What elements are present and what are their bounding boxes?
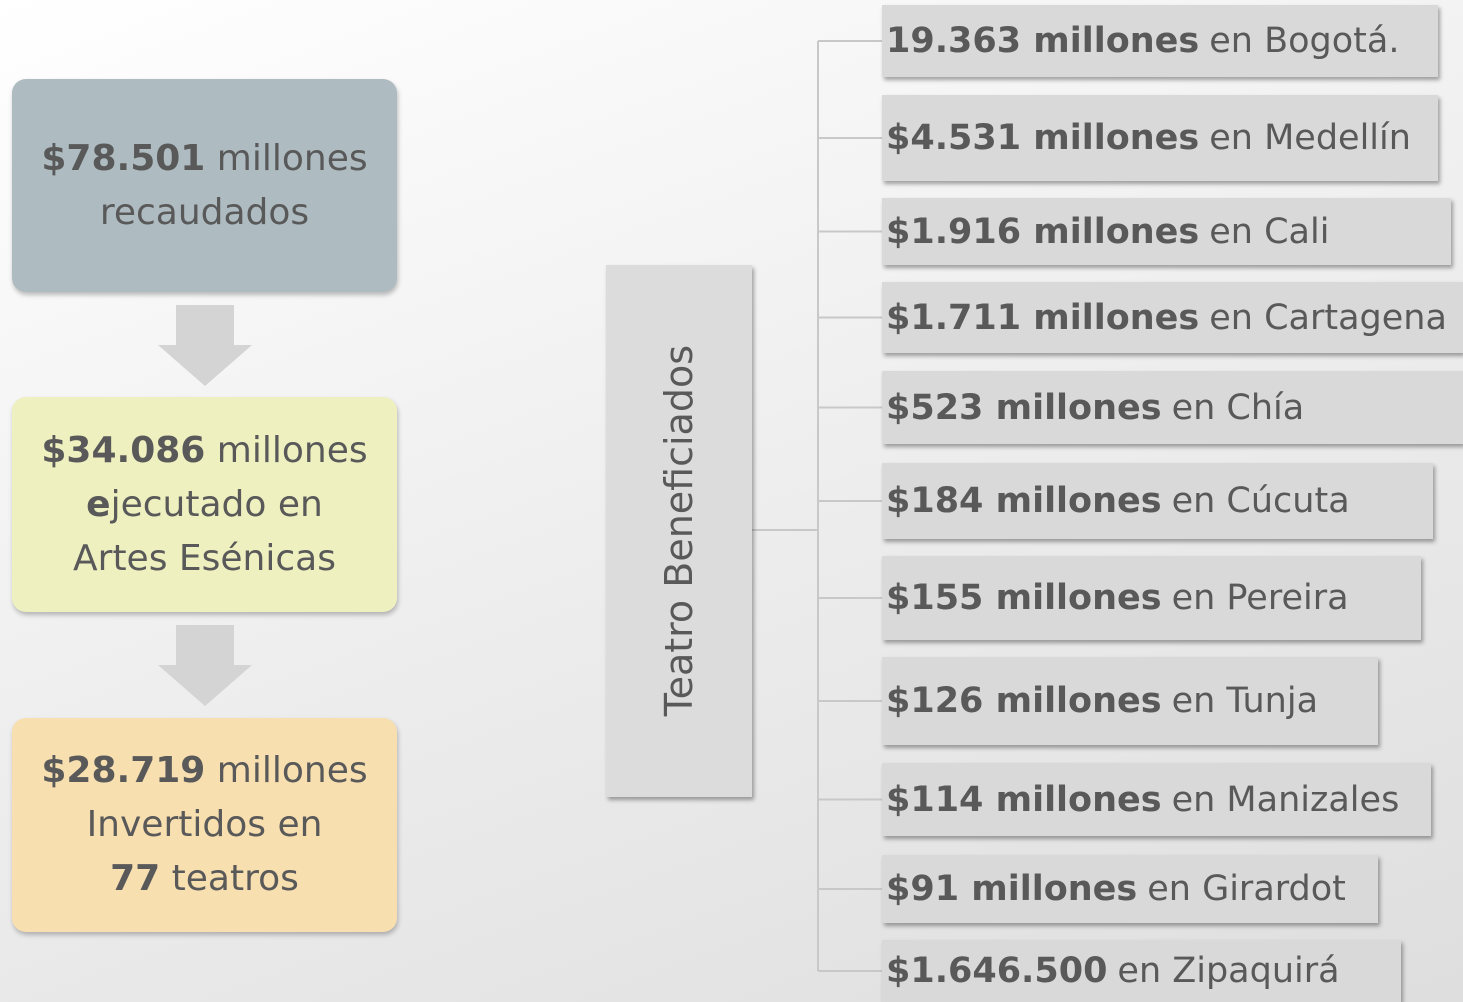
flow-text: $78.501 <box>41 137 206 179</box>
item-box: $1.916 millones en Cali <box>882 198 1451 265</box>
item-amount: $126 millones <box>886 681 1162 721</box>
item-amount: $114 millones <box>886 779 1162 820</box>
item-box: $155 millones en Pereira <box>882 556 1421 640</box>
flow-text: recaudados <box>99 191 310 233</box>
flow-box: $78.501 millones recaudados <box>12 79 397 292</box>
item-place: en Pereira <box>1171 578 1349 618</box>
item-amount: 19.363 millones <box>886 21 1200 61</box>
item-box: 19.363 millones en Bogotá. <box>882 5 1438 77</box>
item-box: $114 millones en Manizales <box>882 763 1431 836</box>
item-amount: $91 millones <box>886 869 1138 909</box>
item-place: en Manizales <box>1171 779 1400 820</box>
item-amount: $184 millones <box>886 481 1162 521</box>
flow-text: e <box>86 483 111 525</box>
item-amount: $523 millones <box>886 387 1162 428</box>
item-place: en Cali <box>1209 211 1330 252</box>
flow-line: ejecutado en <box>86 478 323 532</box>
flow-line: $28.719 millones <box>41 744 367 798</box>
item-box: $184 millones en Cúcuta <box>882 463 1433 539</box>
flow-text: Invertidos en <box>86 804 323 845</box>
flow-text: millones <box>205 429 368 471</box>
flow-line: $34.086 millones <box>41 424 367 478</box>
item-box: $126 millones en Tunja <box>882 657 1378 745</box>
flow-text: millones <box>205 750 368 791</box>
flow-line: 77 teatros <box>110 852 299 906</box>
flow-box: $28.719 millones Invertidos en 77 teatros <box>12 718 397 932</box>
arrow <box>158 625 252 706</box>
flow-line: recaudados <box>100 186 309 240</box>
item-box: $91 millones en Girardot <box>882 855 1378 923</box>
arrow <box>158 305 252 386</box>
item-place: en Zipaquirá <box>1117 951 1340 991</box>
center-box: Teatro Beneficiados <box>606 265 752 797</box>
flow-text: 77 <box>110 858 161 899</box>
item-amount: $155 millones <box>886 578 1162 618</box>
flow-line: Invertidos en <box>87 798 323 852</box>
flow-text: jecutado en <box>110 483 323 525</box>
arrows <box>158 305 252 706</box>
flow-text: $28.719 <box>41 750 206 791</box>
item-amount: $4.531 millones <box>886 118 1200 158</box>
item-place: en Medellín <box>1209 118 1411 158</box>
flow-line: $78.501 millones <box>41 132 367 186</box>
item-amount: $1.916 millones <box>886 211 1200 252</box>
center-label: Teatro Beneficiados <box>657 345 701 717</box>
item-amount: $1.711 millones <box>886 297 1200 338</box>
item-place: en Tunja <box>1171 681 1319 721</box>
flow-text: $34.086 <box>41 429 206 471</box>
flow-text: Artes Esénicas <box>73 537 336 579</box>
flow-text: millones <box>205 137 368 179</box>
item-box: $1.711 millones en Cartagena <box>882 282 1463 353</box>
flow-text: teatros <box>160 858 299 899</box>
item-box: $523 millones en Chía <box>882 371 1463 444</box>
item-place: en Cúcuta <box>1171 481 1350 521</box>
item-place: en Bogotá. <box>1209 21 1400 61</box>
item-box: $4.531 millones en Medellín <box>882 95 1438 181</box>
item-amount: $1.646.500 <box>886 951 1108 991</box>
flow-line: Artes Esénicas <box>73 532 336 586</box>
item-place: en Girardot <box>1147 869 1346 909</box>
item-box: $1.646.500 en Zipaquirá <box>882 940 1401 1002</box>
item-place: en Chía <box>1171 387 1305 428</box>
item-place: en Cartagena <box>1209 297 1447 338</box>
tree-lines <box>752 40 882 972</box>
flow-box: $34.086 millones ejecutado en Artes Esénic… <box>12 397 397 612</box>
